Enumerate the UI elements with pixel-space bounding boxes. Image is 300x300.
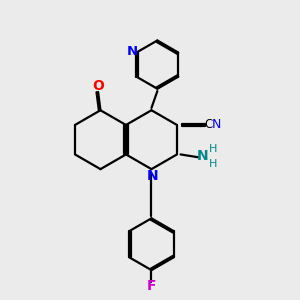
Text: F: F bbox=[147, 279, 156, 293]
Text: N: N bbox=[197, 149, 208, 163]
Text: H: H bbox=[209, 159, 218, 169]
Text: N: N bbox=[127, 45, 138, 58]
Text: O: O bbox=[92, 79, 104, 92]
Text: C: C bbox=[204, 118, 213, 131]
Text: N: N bbox=[212, 118, 221, 131]
Text: N: N bbox=[147, 169, 159, 183]
Text: H: H bbox=[209, 144, 218, 154]
